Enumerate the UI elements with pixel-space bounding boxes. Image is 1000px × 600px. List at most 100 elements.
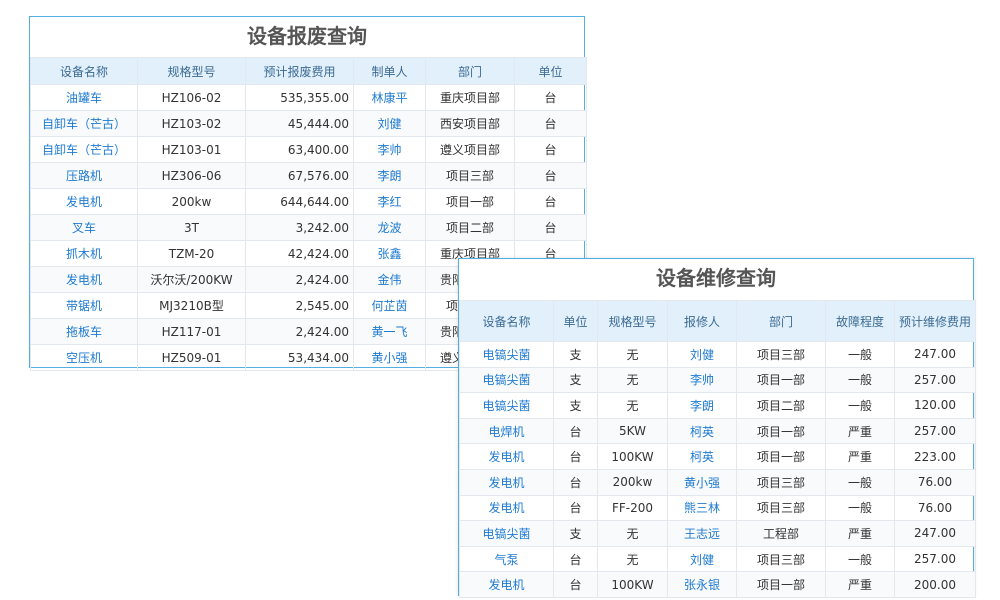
column-header: 故障程度	[825, 300, 895, 342]
table-row: 发电机 200kw 644,644.00 李红 项目一部台	[30, 188, 587, 215]
cell: 一般	[825, 545, 895, 573]
link-cell[interactable]: 黄小强	[353, 344, 426, 371]
cell: 项目三部	[736, 545, 826, 573]
link-cell[interactable]: 李红	[353, 188, 426, 215]
link-cell[interactable]: 龙波	[353, 214, 426, 241]
cell: 无	[597, 366, 668, 394]
cell: 247.00	[894, 341, 976, 368]
link-cell[interactable]: 金伟	[353, 266, 426, 293]
cell: 项目一部	[736, 366, 826, 394]
table-row: 发电机台 200kw 黄小强 项目三部 一般 76.00	[459, 468, 976, 496]
link-cell[interactable]: 自卸车（芒古）	[30, 136, 138, 163]
cell: 一般	[825, 494, 895, 522]
link-cell[interactable]: 李朗	[667, 392, 737, 419]
cell: 项目二部	[425, 214, 515, 241]
link-cell[interactable]: 林康平	[353, 84, 426, 111]
cell: MJ3210B型	[137, 292, 246, 319]
cell: 2,424.00	[245, 266, 354, 293]
cell: 项目一部	[736, 571, 826, 598]
cell: 53,434.00	[245, 344, 354, 371]
link-cell[interactable]: 叉车	[30, 214, 138, 241]
column-header: 预计报废费用	[245, 57, 354, 85]
repair-panel: 设备维修查询 设备名称 单位 规格型号 报修人 部门 故障程度 预计维修费用 电镐尖菌支无刘健…	[458, 258, 976, 598]
link-cell[interactable]: 电镐尖菌	[459, 366, 554, 394]
cell: 45,444.00	[245, 110, 354, 137]
column-header: 部门	[736, 300, 826, 342]
link-cell[interactable]: 电镐尖菌	[459, 392, 554, 419]
data-table: 设备名称 单位 规格型号 报修人 部门 故障程度 预计维修费用 电镐尖菌支无刘健 项目三部 一般 2…	[459, 300, 976, 598]
column-header: 规格型号	[137, 57, 246, 85]
link-cell[interactable]: 王志远	[667, 520, 737, 547]
cell: 120.00	[894, 392, 976, 419]
link-cell[interactable]: 发电机	[459, 571, 554, 598]
link-cell[interactable]: 发电机	[459, 468, 554, 496]
link-cell[interactable]: 刘健	[667, 545, 737, 573]
cell: 100KW	[597, 571, 668, 598]
table-row: 压路机 HZ306-06 67,576.00 李朗 项目三部台	[30, 162, 587, 189]
link-cell[interactable]: 柯英	[667, 417, 737, 445]
cell: 76.00	[894, 468, 976, 496]
link-cell[interactable]: 抓木机	[30, 240, 138, 267]
cell: 200kw	[137, 188, 246, 215]
cell: 台	[553, 468, 598, 496]
cell: 遵义项目部	[425, 136, 515, 163]
link-cell[interactable]: 发电机	[459, 494, 554, 522]
link-cell[interactable]: 带锯机	[30, 292, 138, 319]
link-cell[interactable]: 电焊机	[459, 417, 554, 445]
cell: 台	[514, 188, 587, 215]
link-cell[interactable]: 油罐车	[30, 84, 138, 111]
cell: 3T	[137, 214, 246, 241]
cell: 一般	[825, 392, 895, 419]
cell: 台	[514, 214, 587, 241]
link-cell[interactable]: 黄一飞	[353, 318, 426, 345]
table-row: 电镐尖菌支无刘健 项目三部 一般 247.00	[459, 341, 976, 368]
link-cell[interactable]: 拖板车	[30, 318, 138, 345]
cell: HZ117-01	[137, 318, 246, 345]
cell: 严重	[825, 443, 895, 470]
link-cell[interactable]: 空压机	[30, 344, 138, 371]
link-cell[interactable]: 自卸车（芒古）	[30, 110, 138, 137]
link-cell[interactable]: 气泵	[459, 545, 554, 573]
cell: 2,424.00	[245, 318, 354, 345]
cell: 台	[553, 494, 598, 522]
link-cell[interactable]: 张永银	[667, 571, 737, 598]
table-row: 电镐尖菌支无王志远 工程部 严重 247.00	[459, 520, 976, 547]
link-cell[interactable]: 发电机	[30, 266, 138, 293]
link-cell[interactable]: 李朗	[353, 162, 426, 189]
cell: 台	[514, 136, 587, 163]
link-cell[interactable]: 何芷茵	[353, 292, 426, 319]
cell: 严重	[825, 520, 895, 547]
link-cell[interactable]: 柯英	[667, 443, 737, 470]
link-cell[interactable]: 刘健	[353, 110, 426, 137]
link-cell[interactable]: 黄小强	[667, 468, 737, 496]
table-row: 油罐车 HZ106-02 535,355.00 林康平 重庆项目部台	[30, 84, 587, 111]
cell: HZ306-06	[137, 162, 246, 189]
panel-title: 设备报废查询	[247, 24, 367, 48]
link-cell[interactable]: 刘健	[667, 341, 737, 368]
link-cell[interactable]: 李帅	[667, 366, 737, 394]
cell: 3,242.00	[245, 214, 354, 241]
cell: 63,400.00	[245, 136, 354, 163]
link-cell[interactable]: 压路机	[30, 162, 138, 189]
link-cell[interactable]: 发电机	[30, 188, 138, 215]
cell: 2,545.00	[245, 292, 354, 319]
link-cell[interactable]: 张鑫	[353, 240, 426, 267]
link-cell[interactable]: 李帅	[353, 136, 426, 163]
column-header: 预计维修费用	[894, 300, 976, 342]
cell: 5KW	[597, 417, 668, 445]
cell: 严重	[825, 417, 895, 445]
cell: 支	[553, 520, 598, 547]
cell: 台	[553, 571, 598, 598]
cell: HZ103-01	[137, 136, 246, 163]
cell: 项目三部	[425, 162, 515, 189]
link-cell[interactable]: 电镐尖菌	[459, 520, 554, 547]
link-cell[interactable]: 电镐尖菌	[459, 341, 554, 368]
cell: 工程部	[736, 520, 826, 547]
cell: 沃尔沃/200KW	[137, 266, 246, 293]
table-row: 叉车 3T 3,242.00 龙波 项目二部台	[30, 214, 587, 241]
header-row: 设备名称 规格型号 预计报废费用 制单人 部门 单位	[30, 57, 587, 85]
cell: 项目一部	[736, 443, 826, 470]
link-cell[interactable]: 熊三林	[667, 494, 737, 522]
cell: FF-200	[597, 494, 668, 522]
link-cell[interactable]: 发电机	[459, 443, 554, 470]
